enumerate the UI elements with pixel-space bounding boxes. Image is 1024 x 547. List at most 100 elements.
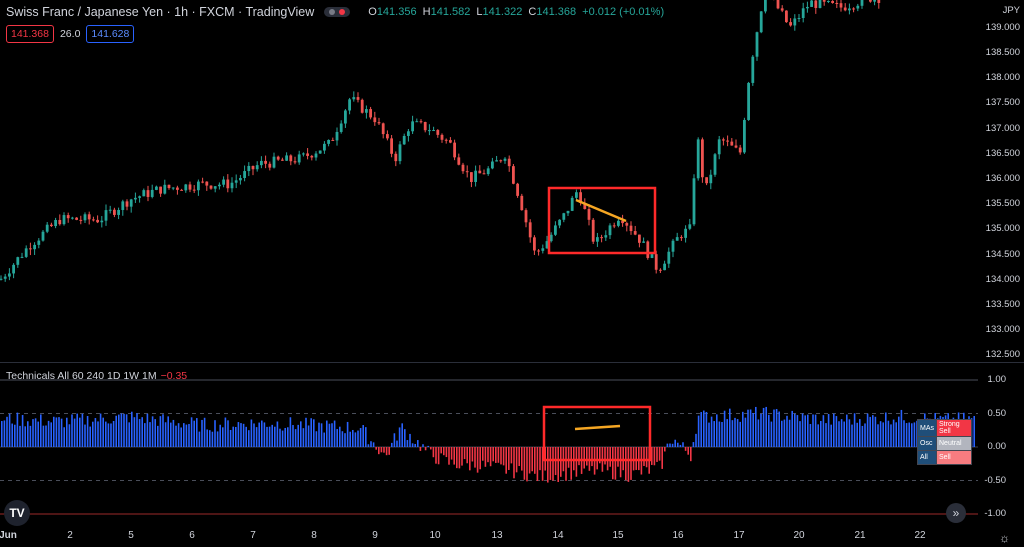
histogram-bar <box>151 416 154 447</box>
histogram-bar <box>492 447 494 462</box>
symbol-title[interactable]: Swiss Franc / Japanese Yen · 1h · FXCM ·… <box>6 5 315 19</box>
histogram-bar <box>814 414 817 447</box>
histogram-bar <box>817 424 819 447</box>
candle-body <box>230 182 234 189</box>
candle-body <box>45 224 49 232</box>
histogram-bar <box>812 414 814 447</box>
histogram-bar <box>552 447 554 481</box>
histogram-bar <box>617 447 619 467</box>
candle-body <box>537 250 540 252</box>
candle-body <box>323 143 326 151</box>
close-value: 141.368 <box>536 6 577 18</box>
histogram-bar <box>840 419 843 447</box>
candle-body <box>297 154 301 163</box>
candle-body <box>180 189 183 191</box>
histogram-bar <box>612 447 614 480</box>
candle-body <box>327 139 330 144</box>
candle-body <box>62 215 66 225</box>
highlight-box <box>547 186 657 255</box>
low-label: L <box>476 6 483 18</box>
sell-price-button[interactable]: 141.368 <box>6 25 54 43</box>
candle-body <box>436 130 440 135</box>
histogram-bar <box>508 447 510 470</box>
histogram-bar <box>216 431 219 447</box>
histogram-bar <box>203 417 206 447</box>
pane-separator[interactable] <box>0 362 1024 363</box>
visibility-toggle[interactable] <box>324 7 351 17</box>
histogram-bar <box>391 442 393 447</box>
histogram-bar <box>807 414 809 447</box>
histogram-bar <box>783 419 786 447</box>
candle-body <box>738 147 742 153</box>
tradingview-logo[interactable]: TV <box>4 500 30 526</box>
histogram-bar <box>560 447 562 477</box>
histogram-bar <box>388 447 390 455</box>
histogram-bar <box>505 447 507 474</box>
histogram-bar <box>635 447 637 470</box>
scroll-to-realtime-button[interactable]: » <box>946 503 966 523</box>
candle-body <box>873 0 876 2</box>
candle-body <box>579 192 582 203</box>
indicator-name[interactable]: Technicals All 60 240 1D 1W 1M <box>6 370 157 382</box>
histogram-bar <box>801 413 804 447</box>
candle-body <box>29 248 32 250</box>
candle-body <box>255 165 259 170</box>
histogram-bar <box>523 447 526 480</box>
histogram-bar <box>362 425 364 447</box>
histogram-bar <box>599 447 601 464</box>
candle-body <box>583 202 587 210</box>
price-axis-tick: 133.500 <box>985 299 1020 311</box>
candle-body <box>381 123 385 135</box>
histogram-bar <box>768 414 770 447</box>
histogram-bar <box>437 447 440 465</box>
spread-value: 26.0 <box>59 28 81 40</box>
currency-label[interactable]: JPY <box>1002 5 1020 16</box>
histogram-bar <box>567 447 570 468</box>
candle-body <box>478 170 482 174</box>
candle-body <box>171 187 175 189</box>
buy-price-button[interactable]: 141.628 <box>86 25 135 43</box>
candle-body <box>402 135 406 145</box>
candle-body <box>822 0 826 2</box>
summary-value: Neutral <box>936 436 972 451</box>
histogram-bar <box>427 445 429 447</box>
candle-body <box>37 240 41 245</box>
candle-body <box>810 0 813 7</box>
histogram-bar <box>68 424 71 447</box>
histogram-bar <box>664 447 666 452</box>
open-value: 141.356 <box>376 6 417 18</box>
histogram-bar <box>162 414 164 447</box>
candle-body <box>617 220 620 226</box>
histogram-bar <box>232 426 234 447</box>
candle-body <box>348 99 351 111</box>
eye-icon <box>329 9 336 15</box>
candle-body <box>50 224 53 227</box>
candle-body <box>201 181 204 183</box>
histogram-bar <box>435 447 437 464</box>
candle-body <box>234 180 238 183</box>
candle-body <box>575 192 578 198</box>
candle-body <box>205 181 209 186</box>
histogram-bar <box>770 421 773 447</box>
candle-body <box>369 109 372 118</box>
candle-body <box>440 134 444 140</box>
histogram-bar <box>536 447 539 481</box>
histogram-bar <box>445 447 448 458</box>
histogram-bar <box>73 418 76 447</box>
histogram-bar <box>692 442 695 447</box>
histogram-bar <box>781 420 783 447</box>
candle-body <box>331 139 335 141</box>
histogram-bar <box>201 419 203 447</box>
candle-body <box>587 209 591 220</box>
histogram-bar <box>565 447 567 481</box>
histogram-bar <box>432 447 435 458</box>
settings-gear-icon[interactable]: ☼ <box>999 531 1010 545</box>
candle-body <box>163 184 167 194</box>
candle-body <box>780 8 784 11</box>
histogram-bar <box>669 443 671 447</box>
histogram-bar <box>656 447 658 462</box>
histogram-bar <box>575 447 578 477</box>
histogram-bar <box>414 443 416 447</box>
candle-body <box>486 168 490 175</box>
